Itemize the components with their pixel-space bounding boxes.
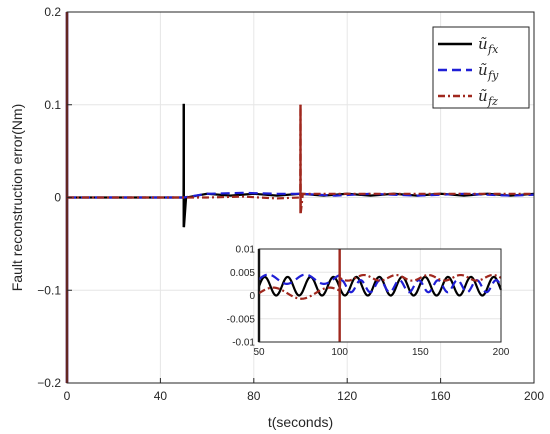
inset-ticks: 50 100 150 200 -0.01 -0.005 0 0.005 0.01 bbox=[227, 245, 510, 359]
legend-subscript-0: fx bbox=[487, 43, 499, 56]
legend: ũ fxũ fyũ fz bbox=[432, 26, 530, 109]
inset-y-tick-label: 0.005 bbox=[230, 268, 255, 279]
inset-y-tick-label: 0.01 bbox=[236, 245, 256, 256]
x-axis-label: t(seconds) bbox=[268, 414, 333, 430]
legend-subscript-2: fz bbox=[487, 95, 498, 108]
legend-label-1: ũ bbox=[478, 61, 488, 79]
legend-label-2: ũ bbox=[478, 87, 488, 105]
inset-x-tick-label: 200 bbox=[493, 347, 510, 358]
inset-y-tick-label: -0.01 bbox=[232, 338, 255, 349]
y-tick-label: 0 bbox=[54, 191, 61, 205]
inset-series-line-0 bbox=[257, 275, 503, 297]
inset-x-tick-label: 100 bbox=[331, 347, 348, 358]
legend-subscript-1: fy bbox=[487, 69, 499, 82]
x-tick-label: 0 bbox=[64, 389, 71, 403]
x-tick-label: 200 bbox=[524, 389, 544, 403]
main-ticks: 0 40 80 120 160 200 −0.2 −0.1 0 0.1 0.2 bbox=[37, 5, 544, 403]
inset-y-tick-label: -0.005 bbox=[227, 314, 256, 325]
inset-x-tick-label: 50 bbox=[253, 347, 265, 358]
inset-y-tick-label: 0 bbox=[249, 291, 255, 302]
x-tick-label: 160 bbox=[431, 389, 451, 403]
y-tick-label: 0.1 bbox=[44, 98, 61, 112]
inset-plot: 50 100 150 200 -0.01 -0.005 0 0.005 0.01 bbox=[227, 245, 510, 359]
x-tick-label: 40 bbox=[154, 389, 168, 403]
legend-label-0: ũ bbox=[478, 35, 488, 53]
x-tick-label: 80 bbox=[247, 389, 261, 403]
legend-box bbox=[432, 26, 530, 109]
inset-series-line-1 bbox=[258, 273, 502, 294]
y-tick-label: −0.1 bbox=[37, 283, 61, 297]
y-tick-label: −0.2 bbox=[37, 376, 61, 390]
inset-x-tick-label: 150 bbox=[412, 347, 429, 358]
inset-axes-box bbox=[258, 248, 502, 343]
x-tick-label: 120 bbox=[337, 389, 357, 403]
y-axis-label: Fault reconstruction error(Nm) bbox=[9, 104, 25, 292]
inset-series-line-2 bbox=[258, 273, 502, 300]
y-tick-label: 0.2 bbox=[44, 5, 61, 19]
